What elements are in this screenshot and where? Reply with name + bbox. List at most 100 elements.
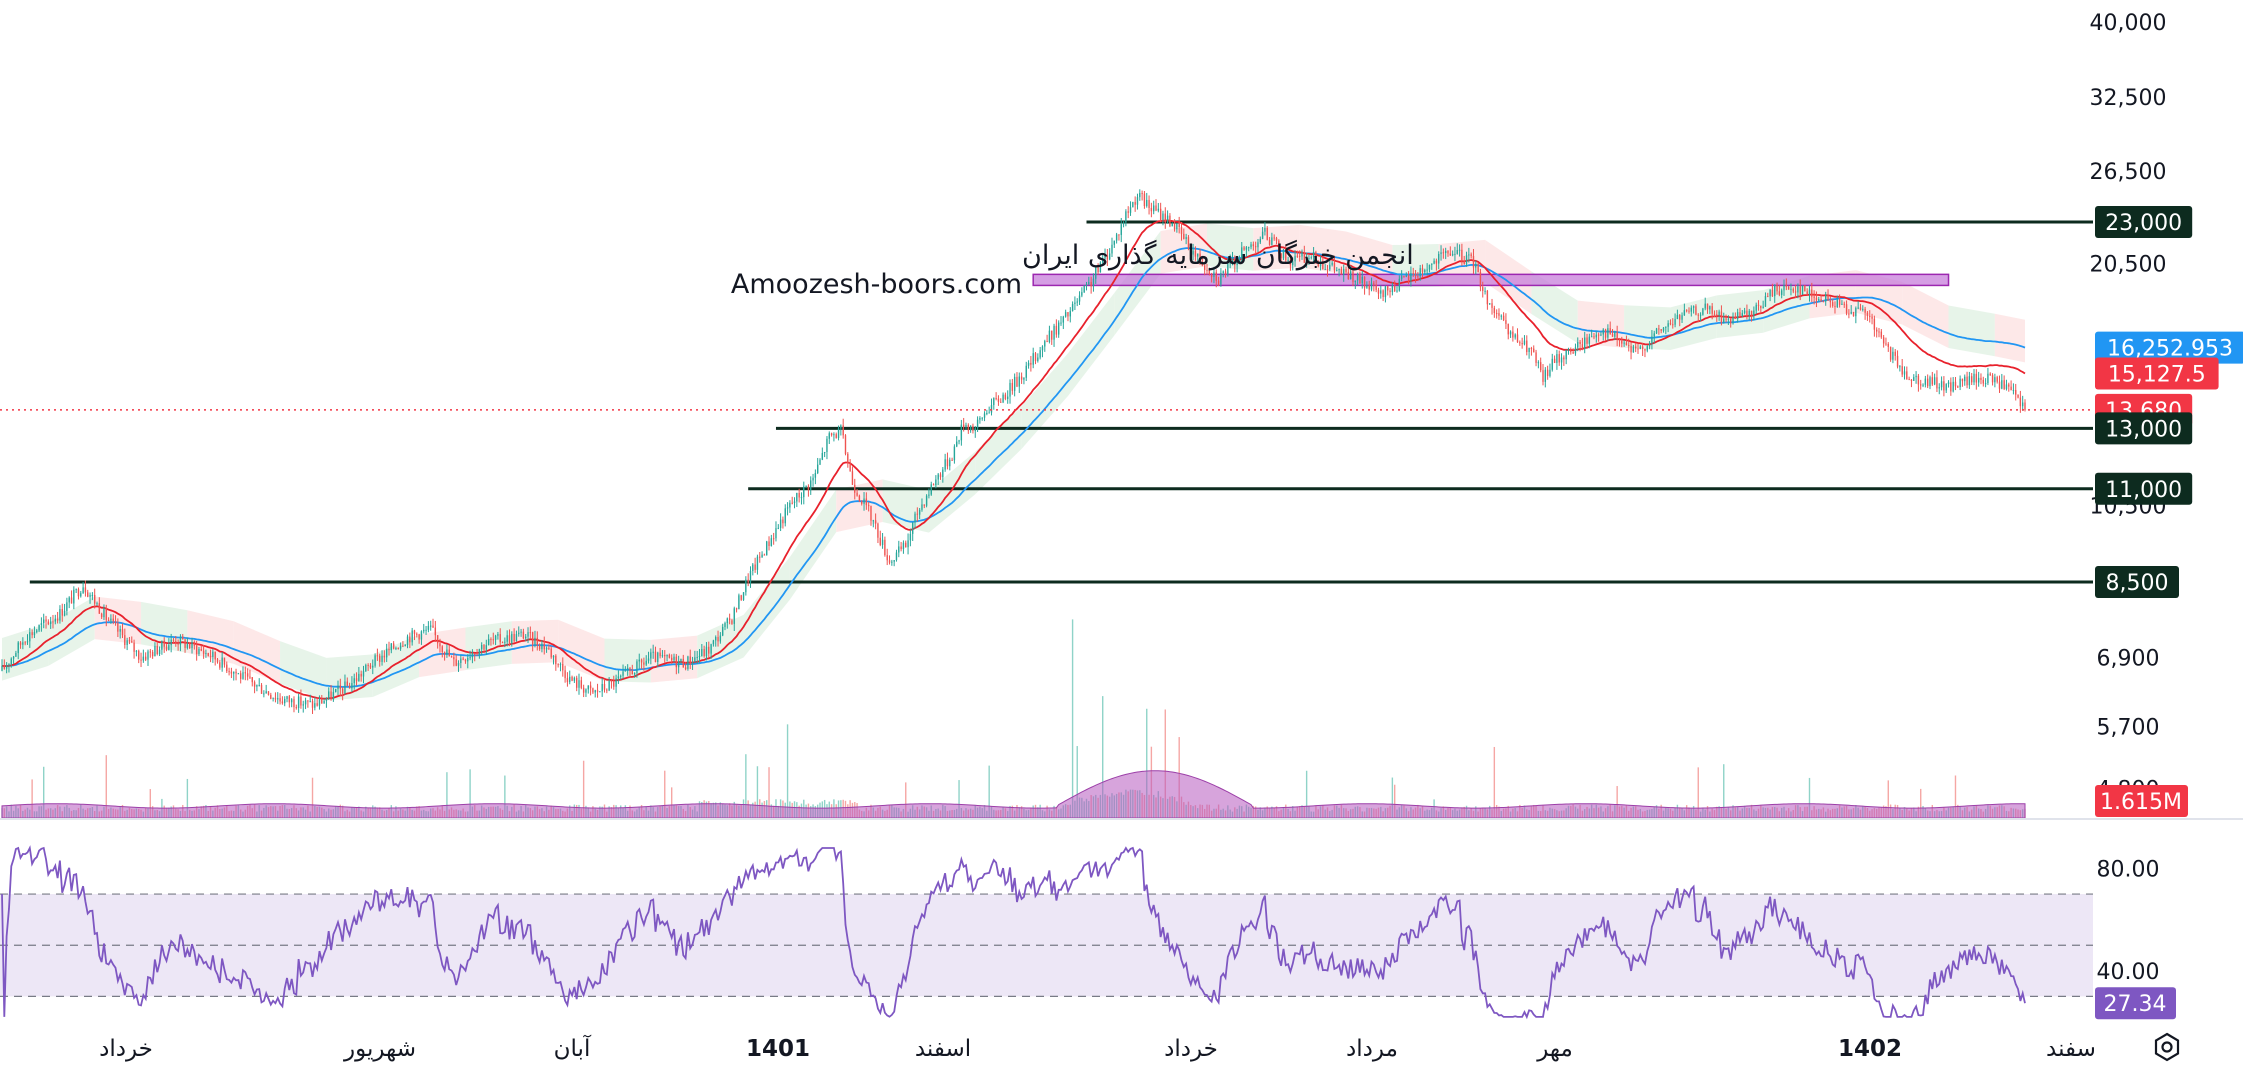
candle-body [381,655,383,662]
candle-body [1755,304,1757,311]
ichimoku-cloud-segment [48,596,95,666]
candle-body [791,502,793,504]
candle-body [242,672,244,679]
candle-body [420,631,423,640]
candle-body [182,636,184,640]
candle-body [1475,263,1477,268]
candle-body [1187,237,1190,249]
gear-icon[interactable] [2154,1032,2180,1062]
candle-body [228,671,230,673]
candle-body [1143,193,1146,207]
candle-body [752,564,754,572]
candle-body [1489,303,1491,305]
candle-body [441,646,443,652]
candle-body [571,676,573,681]
candle-body [1590,336,1593,338]
candle-body [1637,348,1639,350]
candle-body [1528,347,1530,353]
candle-body [807,485,810,490]
candle-body [177,643,179,645]
candle-body [1419,268,1421,277]
candle-body [856,492,858,496]
candle-body [1690,307,1693,312]
candle-body [1396,290,1398,292]
candle-body [404,644,406,647]
candle-body [1607,328,1609,338]
candle-body [198,648,200,655]
candle-body [872,520,874,522]
candle-body [1159,208,1162,220]
candle-body [372,665,374,668]
candle-body [365,664,367,672]
candle-body [770,538,773,546]
candle-body [1030,362,1032,365]
candle-body [1234,258,1236,266]
candle-body [1869,315,1871,317]
candle-body [1887,343,1889,347]
candle-body [921,504,923,510]
candle-body [691,662,694,665]
candle-body [879,537,881,545]
candle-body [698,655,701,658]
candle-body [1329,264,1331,270]
candle-body [1115,234,1118,241]
candle-body [1278,240,1280,254]
candle-body [200,648,202,651]
candle-body [1491,303,1493,308]
candle-body [26,641,29,643]
candle-body [1790,288,1792,290]
candle-body [1827,294,1829,301]
candle-body [1454,253,1456,255]
candle-body [536,637,538,646]
candle-body [168,645,170,650]
candle-body [898,546,900,553]
candle-body [1982,379,1984,384]
candle-body [916,513,919,515]
candle-body [29,632,31,642]
ichimoku-cloud-segment [558,619,605,682]
rsi-axis[interactable]: 80.00 40.00 27.34 [2095,857,2176,1020]
candle-body [1048,330,1051,342]
price-tags: 23,00016,252.95315,127.513,68013,00011,0… [2095,206,2243,817]
candle-body [1597,334,1600,336]
candle-body [263,693,265,695]
horizontal-levels[interactable] [29,220,2093,584]
candle-body [1245,247,1248,250]
candle-body [1493,307,1496,313]
candle-body [251,677,253,683]
candle-body [10,658,12,665]
candle-body [212,651,214,657]
price-tag-label: 15,127.5 [2108,363,2206,388]
resistance-zone[interactable] [1032,273,1950,287]
candle-body [385,648,388,658]
rsi-band [0,894,2093,997]
candle-body [582,687,585,693]
candle-body [1004,394,1007,399]
candle-body [728,618,731,621]
candle-body [1734,316,1737,319]
time-tick-label: خرداد [99,1036,153,1062]
candle-body [1199,253,1201,263]
ema-slow-line [1,247,2026,688]
candle-body [830,433,833,436]
candle-body [527,632,529,637]
candle-body [956,441,958,447]
candle-body [272,697,274,699]
candle-body [703,649,705,657]
candle-body [990,405,993,413]
rsi-indicator[interactable] [0,845,2093,1020]
candle-body [974,428,976,431]
candle-body [1139,193,1141,198]
candle-body [1683,310,1686,316]
time-tick-label: آبان [554,1034,592,1062]
candle-body [573,677,576,681]
candle-body [719,635,722,642]
candle-body [286,696,288,700]
candle-body [1444,250,1447,254]
candle-body [909,533,912,541]
time-axis[interactable]: خرداد شهریور آبان 1401 اسفند خرداد مرداد مهر 140… [99,1034,2096,1062]
candle-body [1667,323,1669,327]
candle-body [983,413,986,418]
candle-body [925,495,928,506]
